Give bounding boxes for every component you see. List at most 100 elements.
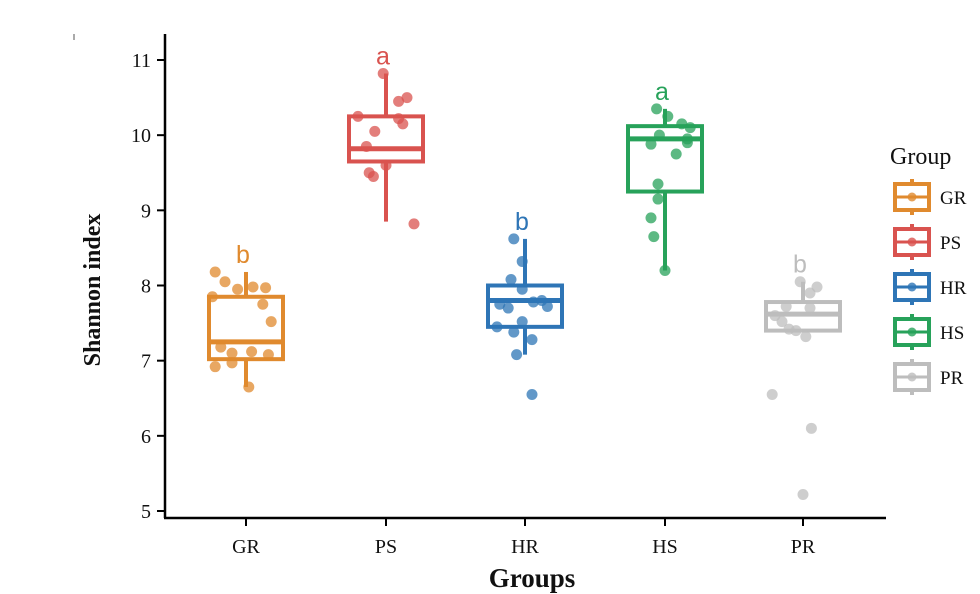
data-point-gr <box>232 283 244 295</box>
data-point-ps <box>360 140 372 152</box>
data-point-pr <box>804 287 816 299</box>
data-point-gr <box>260 282 272 294</box>
y-tick-label: 5 <box>141 501 151 523</box>
x-axis-ticks: GR PS HR HS PR <box>232 518 816 558</box>
data-point-ps <box>397 118 409 130</box>
legend-label: PR <box>940 368 964 389</box>
significance-labels: b a b a b <box>236 43 807 279</box>
y-axis-title: Shannon index <box>80 214 106 367</box>
data-point-ps <box>380 159 392 171</box>
data-point-pr <box>766 388 778 400</box>
data-point-hr <box>527 296 539 308</box>
legend-key-point <box>907 327 917 337</box>
x-tick-label: HR <box>511 536 539 558</box>
data-point-hr <box>541 301 553 313</box>
data-point-gr <box>215 341 227 353</box>
data-point-gr <box>265 316 277 328</box>
data-point-ps <box>377 68 389 80</box>
data-point-hs <box>645 212 657 224</box>
legend-key-point <box>907 282 917 292</box>
y-tick-label: 9 <box>141 200 151 222</box>
data-point-pr <box>776 316 788 328</box>
data-point-hr <box>491 321 503 333</box>
legend-title: Group <box>890 144 951 170</box>
data-point-gr <box>206 291 218 303</box>
significance-label-hr: b <box>515 208 529 236</box>
y-tick-label: 8 <box>141 276 151 298</box>
data-point-hs <box>676 118 688 130</box>
significance-label-hs: a <box>655 78 669 106</box>
data-point-gr <box>247 281 259 293</box>
legend-key-point <box>907 237 917 247</box>
data-point-hs <box>670 148 682 160</box>
data-point-gr <box>262 349 274 361</box>
box-hr <box>486 238 564 355</box>
box-iqr <box>207 294 285 362</box>
data-point-hs <box>659 264 671 276</box>
x-tick-label: HS <box>652 536 678 558</box>
y-tick-label: 11 <box>132 50 151 72</box>
data-point-hs <box>653 129 665 141</box>
x-tick-label: GR <box>232 536 260 558</box>
data-point-hs <box>645 138 657 150</box>
y-tick-label: 7 <box>141 351 151 373</box>
data-point-pr <box>805 422 817 434</box>
legend-item-pr: PR <box>893 359 964 395</box>
data-point-hs <box>648 231 660 243</box>
box-gr <box>207 271 285 387</box>
data-point-hs <box>681 137 693 149</box>
data-point-hr <box>508 326 520 338</box>
legend-label: GR <box>940 188 967 209</box>
data-point-pr <box>790 325 802 337</box>
data-point-hs <box>652 193 664 205</box>
x-tick-label: PS <box>375 536 397 558</box>
data-point-hs <box>662 110 674 122</box>
x-tick-label: PR <box>791 536 816 558</box>
data-point-ps <box>369 125 381 137</box>
legend-item-gr: GR <box>893 179 967 215</box>
data-point-pr <box>800 331 812 343</box>
data-point-gr <box>219 276 231 288</box>
data-point-gr <box>243 381 255 393</box>
legend-label: HS <box>940 323 964 344</box>
jitter-points <box>206 68 823 500</box>
data-point-ps <box>408 218 420 230</box>
legend-key-point <box>907 372 917 382</box>
data-point-hr <box>526 334 538 346</box>
significance-label-pr: b <box>793 251 807 279</box>
data-point-hr <box>508 233 520 245</box>
data-point-hs <box>652 178 664 190</box>
box-iqr <box>626 124 704 194</box>
x-axis-title: Groups <box>489 563 576 593</box>
data-point-hs <box>651 103 663 115</box>
data-point-hs <box>684 122 696 134</box>
data-point-pr <box>780 301 792 313</box>
data-point-hr <box>505 273 517 285</box>
data-point-hr <box>494 298 506 310</box>
legend-label: PS <box>940 233 961 254</box>
data-point-hr <box>516 255 528 267</box>
y-axis-ticks: 5 6 7 8 9 10 11 <box>131 50 165 523</box>
data-point-gr <box>246 346 258 358</box>
data-point-gr <box>209 266 221 278</box>
significance-label-ps: a <box>376 43 390 71</box>
data-point-hr <box>516 316 528 328</box>
box-iqr <box>347 114 425 164</box>
data-point-ps <box>393 95 405 107</box>
legend-item-hr: HR <box>893 269 967 305</box>
data-point-hr <box>511 349 523 361</box>
y-tick-label: 10 <box>131 125 151 147</box>
data-point-pr <box>797 488 809 500</box>
data-point-hr <box>526 388 538 400</box>
data-point-hr <box>516 283 528 295</box>
data-point-gr <box>257 298 269 310</box>
data-point-ps <box>367 171 379 183</box>
legend: GR PS HR HS PR <box>893 179 967 395</box>
legend-item-hs: HS <box>893 314 964 350</box>
significance-label-gr: b <box>236 241 250 269</box>
legend-label: HR <box>940 278 967 299</box>
y-tick-label: 6 <box>141 426 151 448</box>
data-point-gr <box>226 357 238 369</box>
legend-item-ps: PS <box>893 224 961 260</box>
